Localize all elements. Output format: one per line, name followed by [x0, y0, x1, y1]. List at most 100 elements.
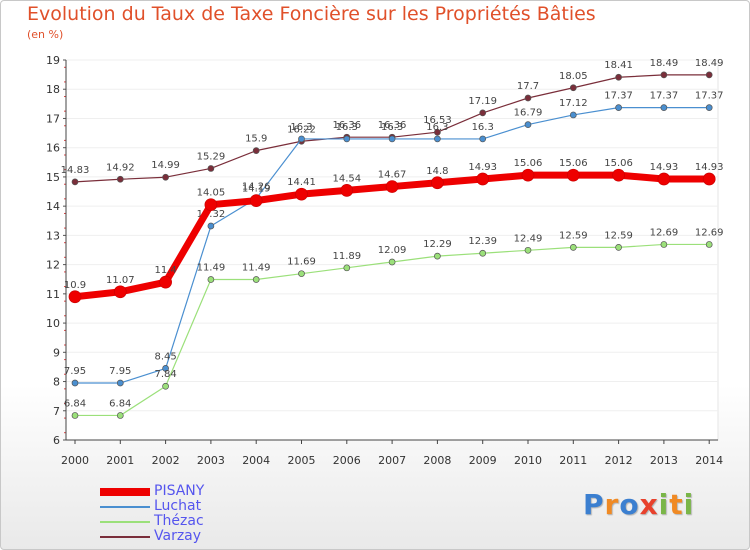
data-point-varzay	[434, 128, 441, 136]
y-tick-label: 11	[46, 288, 60, 301]
y-tick-label: 12	[46, 259, 60, 272]
logo-letter: r	[604, 488, 620, 521]
x-tick-label: 2002	[152, 454, 180, 467]
chart-title: Evolution du Taux de Taxe Foncière sur l…	[27, 3, 596, 25]
data-point-luchat	[524, 121, 532, 128]
logo-letter: t	[669, 488, 684, 521]
data-label-thzac: 12.69	[695, 227, 724, 238]
y-tick-label: 7	[53, 405, 60, 418]
data-label-thzac: 6.84	[109, 398, 131, 409]
data-label-pisany: 14.93	[650, 162, 679, 173]
data-label-luchat: 17.37	[650, 91, 679, 102]
data-point-pisany	[702, 172, 716, 186]
line-chart: 6 7 8 9 10 11 12 13 14 15 16 17 18 19 2000 2001 2002 2003…	[46, 54, 724, 467]
data-label-luchat: 7.95	[109, 366, 131, 377]
legend-item-pisany: PISANY	[100, 483, 260, 499]
y-tick-label: 9	[53, 346, 60, 359]
y-tick-label: 16	[46, 142, 60, 155]
data-point-pisany	[476, 172, 490, 186]
legend-label: PISANY	[154, 483, 205, 499]
data-point-pisany	[204, 198, 218, 212]
data-label-luchat: 16.3	[336, 122, 358, 133]
x-tick-label: 2001	[106, 454, 134, 467]
data-label-varzay: 18.41	[604, 60, 633, 71]
data-point-luchat	[434, 135, 441, 143]
data-label-pisany: 10.9	[64, 280, 86, 291]
x-tick-label: 2011	[559, 454, 587, 467]
legend-label: Thézac	[154, 513, 204, 529]
x-tick-label: 2004	[242, 454, 270, 467]
data-label-thzac: 12.49	[514, 233, 543, 244]
data-label-pisany: 15.06	[514, 158, 543, 169]
data-label-varzay: 14.99	[151, 160, 180, 171]
logo-letter: i	[658, 488, 670, 521]
logo-letter: i	[683, 488, 695, 521]
data-point-pisany	[249, 194, 263, 207]
data-point-thzac	[116, 412, 124, 419]
y-tick-label: 13	[46, 229, 60, 242]
data-point-varzay	[71, 178, 79, 186]
data-label-thzac: 12.09	[378, 245, 407, 256]
data-label-varzay: 18.05	[559, 71, 588, 82]
data-point-varzay	[705, 71, 713, 79]
data-label-thzac: 12.59	[604, 230, 633, 241]
data-point-thzac	[343, 264, 351, 272]
data-label-varzay: 14.92	[106, 162, 135, 173]
data-label-varzay: 15.9	[245, 134, 267, 145]
x-tick-label: 2003	[197, 454, 225, 467]
data-point-thzac	[207, 276, 215, 283]
data-label-pisany: 14.54	[332, 173, 361, 184]
data-label-pisany: 14.93	[468, 162, 497, 173]
data-point-pisany	[68, 290, 82, 304]
data-point-varzay	[479, 109, 487, 117]
data-label-luchat: 17.12	[559, 98, 588, 109]
x-tick-label: 2005	[288, 454, 316, 467]
data-point-pisany	[431, 176, 444, 190]
data-point-luchat	[705, 104, 713, 111]
data-point-thzac	[615, 244, 622, 251]
data-point-thzac	[298, 270, 305, 278]
data-point-pisany	[295, 187, 308, 201]
data-label-thzac: 11.49	[197, 263, 226, 274]
data-label-pisany: 14.67	[378, 170, 407, 181]
data-label-pisany: 14.41	[287, 177, 316, 188]
y-tick-label: 19	[46, 54, 60, 67]
data-label-varzay: 18.49	[695, 58, 724, 69]
data-point-luchat	[660, 104, 668, 111]
data-label-luchat: 16.3	[290, 122, 312, 133]
data-point-thzac	[162, 382, 169, 390]
data-point-luchat	[298, 135, 305, 143]
data-label-varzay: 17.19	[468, 96, 497, 107]
data-point-pisany	[566, 168, 580, 182]
data-point-thzac	[569, 244, 577, 251]
data-point-pisany	[113, 285, 127, 299]
logo-letter: P	[583, 488, 605, 521]
legend: PISANY Luchat Thézac Varzay	[100, 483, 260, 544]
data-point-luchat	[71, 379, 79, 387]
data-label-varzay: 17.7	[517, 81, 539, 92]
legend-label: Varzay	[154, 528, 202, 544]
data-point-luchat	[343, 135, 351, 143]
data-point-varzay	[252, 147, 260, 154]
x-tick-label: 2000	[61, 454, 89, 467]
data-point-varzay	[615, 73, 622, 81]
data-point-thzac	[434, 252, 441, 260]
data-label-varzay: 16.36	[378, 120, 407, 131]
y-tick-label: 10	[46, 317, 60, 330]
data-label-luchat: 7.95	[64, 366, 86, 377]
data-label-thzac: 6.84	[64, 398, 86, 409]
data-point-luchat	[162, 365, 169, 372]
data-point-pisany	[521, 168, 535, 182]
data-label-pisany: 11.07	[106, 275, 135, 286]
x-tick-label: 2014	[695, 454, 723, 467]
data-label-varzay: 14.83	[61, 165, 90, 176]
data-label-pisany: 14.19	[242, 184, 271, 195]
y-tick-label: 15	[46, 171, 60, 184]
data-point-thzac	[71, 412, 79, 419]
data-label-luchat: 13.32	[197, 209, 226, 220]
x-tick-label: 2010	[514, 454, 542, 467]
x-tick-label: 2008	[423, 454, 451, 467]
data-point-luchat	[207, 222, 215, 230]
data-label-thzac: 12.39	[468, 236, 497, 247]
legend-item-varzay: Varzay	[100, 528, 260, 544]
